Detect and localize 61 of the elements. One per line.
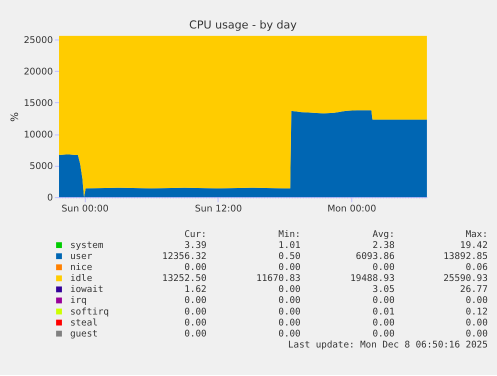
text: 11670.83 [256, 273, 301, 284]
text: 0.00 [278, 306, 301, 318]
legend-label: irq [70, 295, 87, 306]
text: 3.05 [372, 284, 395, 296]
legend-label: guest [70, 328, 98, 340]
y-tick-label: 5000 [30, 160, 54, 172]
text: 0.01 [372, 306, 395, 318]
text: Cur: [184, 228, 207, 240]
y-tick-label: 25000 [24, 34, 54, 46]
text: 0.00 [278, 317, 301, 328]
y-tick-label: 10000 [24, 129, 54, 140]
x-tick-label: Sun 00:00 [62, 203, 109, 214]
text: 0.12 [466, 306, 488, 318]
text: 1.62 [184, 284, 207, 296]
text: 0.00 [278, 284, 301, 296]
y-tick-label: 0 [47, 192, 54, 204]
chart-title: CPU usage - by day [189, 18, 298, 32]
y-tick-label: 15000 [24, 98, 54, 109]
x-tick-label: Mon 00:00 [327, 203, 376, 214]
text: Last update: Mon Dec 8 06:50:16 2025 [288, 339, 488, 350]
text: 26.77 [460, 284, 488, 296]
text: Avg: [372, 228, 395, 240]
text: Min: [278, 228, 301, 240]
text: 0.50 [278, 250, 301, 262]
text: 0.00 [466, 295, 488, 306]
text: 0.00 [184, 295, 207, 306]
legend-label: system [70, 240, 104, 251]
text: 0.06 [466, 262, 488, 274]
text: 1.01 [278, 240, 301, 251]
text: 0.00 [184, 317, 207, 328]
text: 0.00 [372, 262, 395, 274]
text: 0.00 [466, 317, 488, 328]
legend-label: idle [70, 273, 92, 284]
legend-label: iowait [70, 284, 104, 296]
x-tick-label: Sun 12:00 [194, 203, 242, 214]
text: 19488.93 [350, 273, 395, 284]
text: 2.38 [372, 240, 395, 251]
text: 3.39 [184, 240, 207, 251]
text: 0.00 [372, 328, 395, 340]
text: 25590.93 [443, 273, 488, 284]
legend-label: softirq [70, 306, 109, 318]
legend-label: user [70, 250, 93, 262]
text: 0.00 [184, 328, 207, 340]
text: 19.42 [460, 240, 488, 251]
legend-label: nice [70, 262, 92, 274]
text: 0.00 [466, 328, 488, 340]
y-tick-label: 20000 [24, 66, 54, 78]
text: 0.00 [278, 262, 301, 274]
text: 0.00 [372, 295, 395, 306]
text: 13892.85 [443, 250, 488, 262]
text: 13252.50 [162, 273, 207, 284]
text: 0.00 [372, 317, 395, 328]
legend-label: steal [70, 317, 98, 328]
text: 0.00 [278, 328, 301, 340]
text: 0.00 [184, 262, 207, 274]
y-axis-title: % [10, 112, 22, 122]
text: 6093.86 [356, 250, 395, 262]
text: 0.00 [184, 306, 207, 318]
text: Max: [466, 228, 488, 240]
text: 0.00 [278, 295, 301, 306]
text: 12356.32 [162, 250, 207, 262]
